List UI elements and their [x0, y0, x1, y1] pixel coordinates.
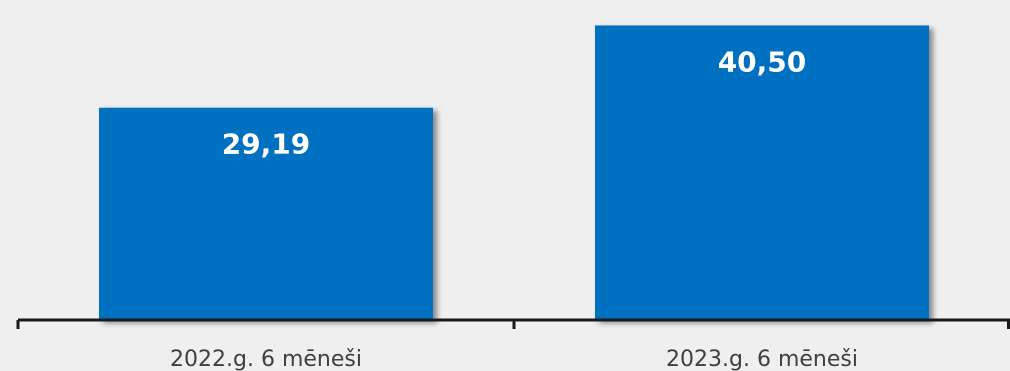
- bars-group: [99, 25, 929, 320]
- x-tick-labels-group: 2022.g. 6 mēneši 2023.g. 6 mēneši: [170, 347, 858, 371]
- x-axis: [16, 318, 1010, 329]
- x-tick-label: 2022.g. 6 mēneši: [170, 347, 362, 371]
- data-labels-group: 29,19 40,50: [222, 45, 807, 160]
- bar: [595, 25, 929, 320]
- data-label: 40,50: [718, 45, 807, 78]
- data-label: 29,19: [222, 128, 311, 161]
- bar: [99, 107, 433, 320]
- x-tick-label: 2023.g. 6 mēneši: [666, 347, 858, 371]
